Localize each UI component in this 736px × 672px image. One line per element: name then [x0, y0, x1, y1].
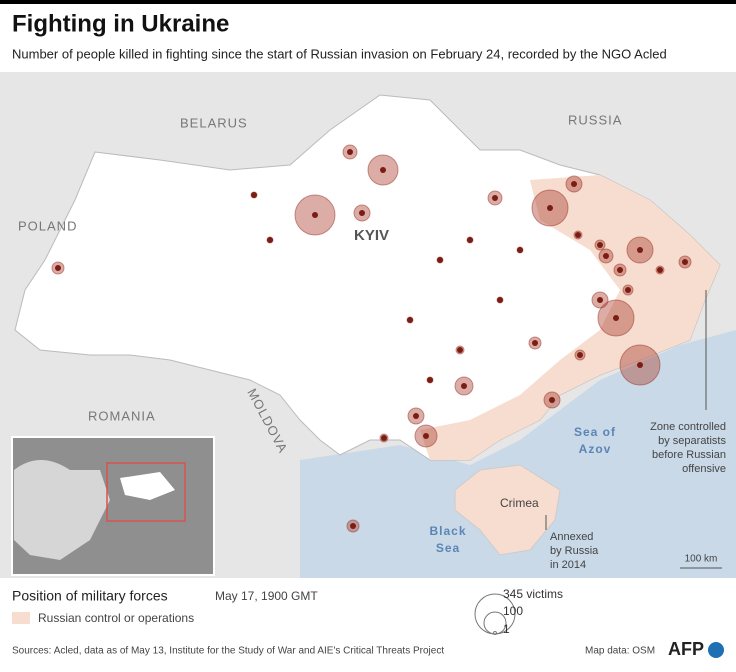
casualty-center: [413, 413, 419, 419]
title: Fighting in Ukraine: [12, 10, 229, 37]
russian-control-zone: [420, 175, 720, 460]
legend-size: 345 victims: [503, 587, 563, 601]
legend: Position of military forces May 17, 1900…: [12, 587, 563, 636]
map: BELARUS RUSSIA POLAND ROMANIA MOLDOVA KY…: [0, 72, 736, 578]
sources: Sources: Acled, data as of May 13, Insti…: [12, 646, 444, 657]
casualty-center: [575, 232, 581, 238]
casualty-center: [251, 192, 257, 198]
casualty-center: [547, 205, 553, 211]
casualty-center: [497, 297, 503, 303]
annotation: before Russian: [652, 449, 726, 461]
sea-label: Sea of: [574, 425, 616, 439]
casualty-center: [532, 340, 538, 346]
legend-date: May 17, 1900 GMT: [215, 589, 318, 603]
country-label: ROMANIA: [88, 408, 156, 423]
logo: AFP: [668, 639, 704, 659]
sea-label: Sea: [436, 541, 460, 555]
city-label: KYIV: [354, 227, 389, 244]
country-label: BELARUS: [180, 115, 248, 130]
casualty-center: [380, 167, 386, 173]
annotation: offensive: [682, 463, 726, 475]
legend-size: 100: [503, 604, 523, 618]
crimea: [454, 464, 561, 556]
casualty-center: [597, 297, 603, 303]
casualty-center: [461, 383, 467, 389]
casualty-center: [625, 287, 631, 293]
casualty-center: [682, 259, 688, 265]
casualty-center: [423, 433, 429, 439]
map-credit: Map data: OSM: [585, 646, 655, 657]
casualty-center: [467, 237, 473, 243]
legend-title: Position of military forces: [12, 588, 168, 604]
casualty-center: [347, 149, 353, 155]
casualty-center: [427, 377, 433, 383]
legend-swatch: [12, 612, 30, 624]
annotation: Annexed: [550, 531, 593, 543]
inset-ukraine: [120, 472, 175, 500]
casualty-center: [657, 267, 663, 273]
scale-label: 100 km: [685, 554, 718, 565]
annotation: by Russia: [550, 545, 599, 557]
casualty-center: [577, 352, 583, 358]
sea-label: Azov: [579, 442, 612, 456]
casualty-center: [549, 397, 555, 403]
casualty-circles: [51, 144, 692, 533]
country-label: RUSSIA: [568, 112, 622, 127]
legend-circle: [493, 631, 497, 635]
casualty-center: [437, 257, 443, 263]
sea-area: [300, 330, 736, 578]
sea-label: Black: [429, 524, 466, 538]
casualty-center: [350, 523, 356, 529]
inset-frame: [106, 462, 186, 522]
casualty-center: [312, 212, 318, 218]
casualty-center: [603, 253, 609, 259]
casualty-center: [492, 195, 498, 201]
legend-zone: Russian control or operations: [38, 611, 194, 625]
casualty-center: [613, 315, 619, 321]
subtitle: Number of people killed in fighting sinc…: [12, 46, 667, 61]
casualty-center: [55, 265, 61, 271]
casualty-center: [637, 247, 643, 253]
annotation: by separatists: [658, 435, 726, 447]
casualty-center: [571, 181, 577, 187]
casualty-center: [597, 242, 603, 248]
country-label: POLAND: [18, 218, 77, 233]
annotation: Zone controlled: [650, 421, 726, 433]
inset-map: [11, 436, 215, 576]
casualty-center: [407, 317, 413, 323]
annotation: in 2014: [550, 559, 586, 571]
casualty-center: [381, 435, 387, 441]
top-rule: [0, 0, 736, 4]
legend-size: 1: [503, 622, 510, 636]
casualty-center: [267, 237, 273, 243]
logo-mark: [708, 642, 724, 658]
casualty-center: [637, 362, 643, 368]
inset-land: [14, 460, 110, 560]
casualty-center: [457, 347, 463, 353]
casualty-center: [517, 247, 523, 253]
region-label: Crimea: [500, 496, 539, 510]
casualty-center: [359, 210, 365, 216]
casualty-center: [617, 267, 623, 273]
